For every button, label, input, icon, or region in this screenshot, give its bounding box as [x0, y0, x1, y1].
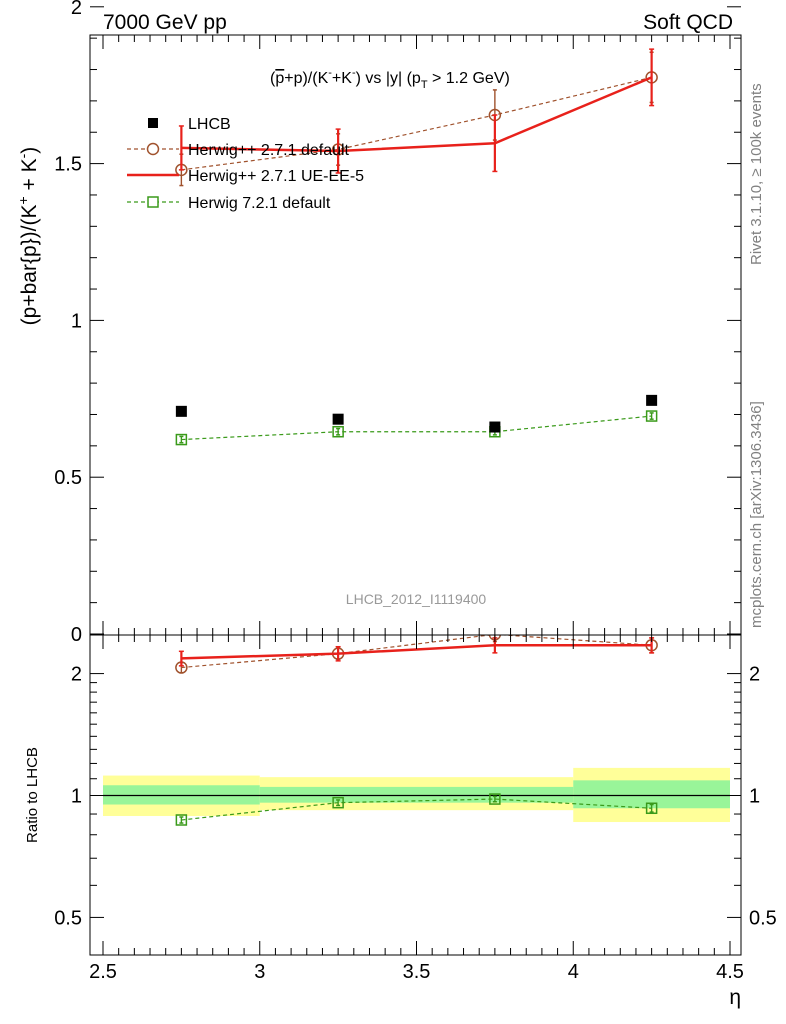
uncertainty-band-inner	[103, 785, 260, 805]
x-tick-label: 4.5	[716, 961, 744, 983]
main-ylabel: (p+bar{p})/(K+ + K-)	[15, 147, 41, 326]
y-tick-label: 0.5	[54, 907, 82, 929]
mcplots-label: mcplots.cern.ch [arXiv:1306.3436]	[748, 401, 765, 628]
y-tick-label: 0.5	[54, 467, 82, 489]
legend-item-herwigpp-ueee5: Herwig++ 2.7.1 UE-EE-5	[127, 168, 364, 185]
marker-square	[645, 410, 658, 422]
data-point	[489, 421, 501, 433]
pbar-symbol: p	[275, 70, 284, 87]
y-tick-label: 1.5	[54, 154, 82, 176]
legend-item-lhcb: LHCB	[148, 116, 231, 133]
header-right: Soft QCD	[643, 11, 733, 34]
y-tick-label: 0	[71, 624, 82, 646]
ratio-ylabel: Ratio to LHCB	[24, 747, 41, 843]
series-line	[181, 415, 652, 441]
marker-square	[489, 793, 501, 805]
x-tick-label: 3	[254, 961, 265, 983]
legend-marker-herwigpp-default	[146, 142, 160, 156]
chart-title: (p+p)/(K-+K-) vs |y| (pT > 1.2 GeV)	[270, 67, 510, 91]
main-panel: 00.511.522.533.5 (p+p)/(K-+K-) vs |y| (p…	[15, 0, 742, 646]
legend-label-lhcb: LHCB	[188, 116, 231, 133]
data-point	[175, 405, 187, 417]
legend-item-herwigpp-default: Herwig++ 2.7.1 default	[127, 142, 350, 159]
legend-label-herwigpp-ueee5: Herwig++ 2.7.1 UE-EE-5	[188, 168, 364, 185]
marker-square	[175, 433, 188, 446]
rivet-label: Rivet 3.1.10, ≥ 100k events	[748, 83, 765, 265]
analysis-id: LHCB_2012_I1119400	[346, 591, 487, 607]
x-tick-label: 3.5	[403, 961, 431, 983]
y-tick-label: 1	[71, 310, 82, 332]
series-herwigpp_ueee5	[178, 48, 655, 174]
x-tick-label: 4	[568, 961, 579, 983]
legend-item-herwig7: Herwig 7.2.1 default	[127, 195, 331, 212]
series-line	[181, 76, 653, 153]
data-point	[646, 394, 658, 406]
marker-square	[332, 425, 344, 438]
series-line	[181, 76, 652, 171]
y-tick-label-right: 2	[749, 664, 760, 686]
y-tick-label-right: 0.5	[749, 907, 777, 929]
data-point	[332, 413, 344, 425]
series-herwig7	[175, 410, 658, 446]
marker-square	[175, 814, 188, 826]
marker-square	[645, 802, 658, 815]
series-herwig7	[175, 793, 658, 826]
series-line	[181, 798, 652, 821]
legend-label-herwigpp-default: Herwig++ 2.7.1 default	[188, 142, 350, 159]
y-tick-label: 1	[71, 786, 82, 808]
marker-square	[332, 796, 344, 809]
y-tick-label: 2	[71, 0, 82, 19]
uncertainty-band-inner	[259, 786, 417, 803]
ratio-panel: 0.5 1 2 0.5 1 2 2.5 3 3.5 4 4.5 Ratio to LHCB η	[24, 634, 777, 1009]
legend: LHCB Herwig++ 2.7.1 default Herwig++ 2.7…	[127, 116, 364, 212]
legend-marker-herwig7	[147, 196, 159, 208]
y-tick-label-right: 1	[749, 786, 760, 808]
header-left: 7000 GeV pp	[103, 11, 227, 34]
legend-label-herwig7: Herwig 7.2.1 default	[188, 195, 331, 212]
legend-marker-lhcb	[148, 118, 158, 128]
y-tick-label: 2	[71, 664, 82, 686]
x-axis-label: η	[729, 986, 741, 1009]
x-tick-label: 2.5	[89, 961, 117, 983]
series-data	[175, 394, 658, 433]
